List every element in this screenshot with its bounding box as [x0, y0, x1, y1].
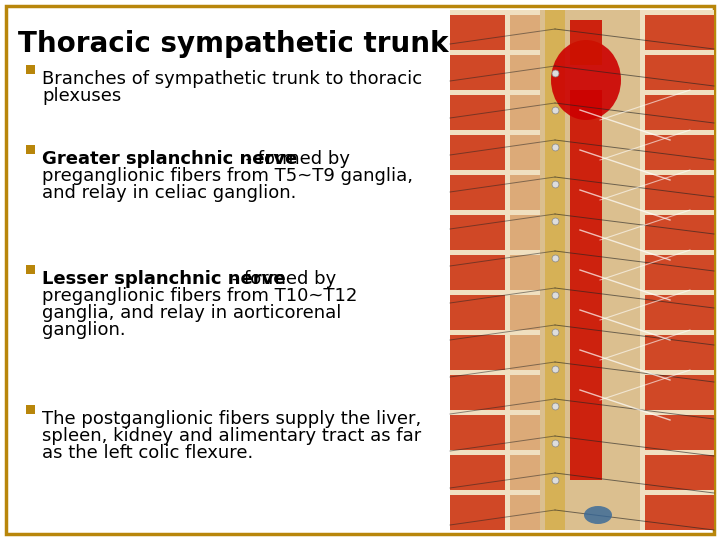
Bar — [510, 495, 540, 530]
Bar — [645, 255, 714, 290]
Bar — [645, 135, 714, 170]
Bar — [450, 15, 505, 50]
Bar — [450, 455, 505, 490]
Text: - formed by: - formed by — [234, 150, 350, 168]
Text: ganglion.: ganglion. — [42, 321, 125, 339]
Text: preganglionic fibers from T10~T12: preganglionic fibers from T10~T12 — [42, 287, 357, 305]
Bar — [26, 405, 35, 414]
Bar — [450, 255, 505, 290]
Bar — [510, 295, 540, 330]
Bar — [540, 10, 640, 530]
Bar — [450, 495, 505, 530]
Bar — [645, 495, 714, 530]
Bar — [510, 15, 540, 50]
Bar — [510, 455, 540, 490]
Bar — [450, 415, 505, 450]
Text: Greater splanchnic nerve: Greater splanchnic nerve — [42, 150, 297, 168]
Bar — [645, 175, 714, 210]
Bar — [645, 455, 714, 490]
Text: and relay in celiac ganglion.: and relay in celiac ganglion. — [42, 184, 297, 202]
Ellipse shape — [584, 506, 612, 524]
Bar — [645, 335, 714, 370]
Bar — [26, 145, 35, 154]
Bar — [645, 375, 714, 410]
Bar — [645, 55, 714, 90]
Bar — [450, 375, 505, 410]
Bar — [510, 95, 540, 130]
Bar — [26, 65, 35, 74]
Bar — [450, 135, 505, 170]
Bar — [570, 90, 602, 480]
Text: Thoracic sympathetic trunk: Thoracic sympathetic trunk — [18, 30, 449, 58]
Bar — [450, 55, 505, 90]
Bar — [645, 295, 714, 330]
Bar — [645, 415, 714, 450]
Bar — [510, 415, 540, 450]
Text: as the left colic flexure.: as the left colic flexure. — [42, 444, 253, 462]
Bar — [450, 10, 714, 530]
Bar — [450, 95, 505, 130]
Bar — [450, 335, 505, 370]
Bar — [510, 55, 540, 90]
Ellipse shape — [551, 40, 621, 120]
Bar — [450, 215, 505, 250]
Bar — [510, 255, 540, 290]
Bar — [450, 295, 505, 330]
Bar — [570, 20, 602, 65]
Text: spleen, kidney and alimentary tract as far: spleen, kidney and alimentary tract as f… — [42, 427, 421, 445]
Bar — [510, 215, 540, 250]
Text: plexuses: plexuses — [42, 87, 121, 105]
Bar — [450, 175, 505, 210]
Bar — [645, 215, 714, 250]
Bar — [545, 10, 565, 530]
Bar — [645, 95, 714, 130]
Text: ganglia, and relay in aorticorenal: ganglia, and relay in aorticorenal — [42, 304, 341, 322]
Bar — [510, 175, 540, 210]
Bar — [510, 335, 540, 370]
Bar — [26, 265, 35, 274]
Bar — [510, 375, 540, 410]
Text: - formed by: - formed by — [226, 270, 336, 288]
Bar — [645, 15, 714, 50]
Text: Lesser splanchnic nerve: Lesser splanchnic nerve — [42, 270, 286, 288]
Text: The postganglionic fibers supply the liver,: The postganglionic fibers supply the liv… — [42, 410, 421, 428]
Bar — [510, 135, 540, 170]
Text: preganglionic fibers from T5~T9 ganglia,: preganglionic fibers from T5~T9 ganglia, — [42, 167, 413, 185]
Text: Branches of sympathetic trunk to thoracic: Branches of sympathetic trunk to thoraci… — [42, 70, 422, 88]
